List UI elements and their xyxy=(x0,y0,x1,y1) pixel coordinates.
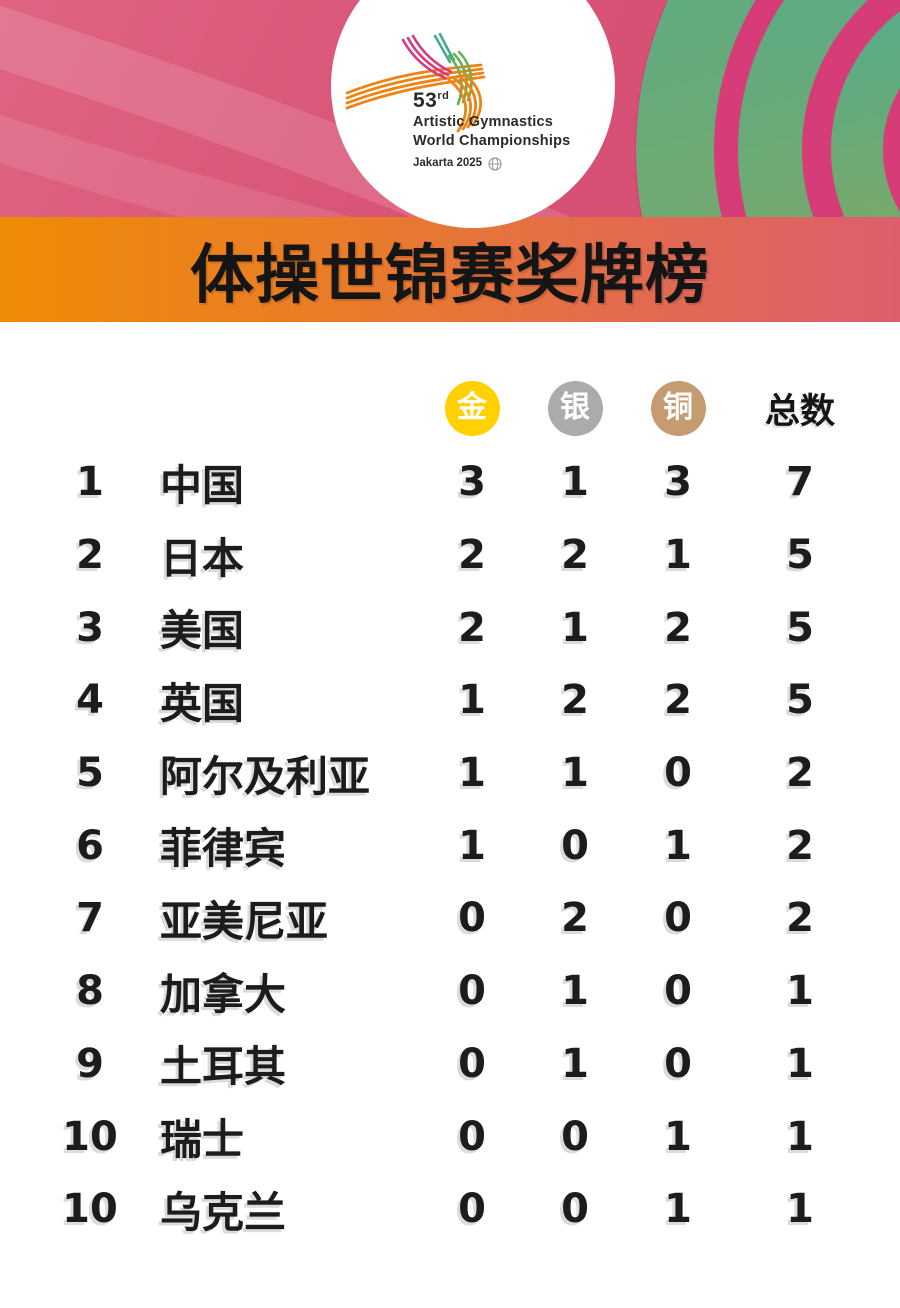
total-count-cell: 2 xyxy=(786,750,814,797)
logo-location: Jakarta 2025 xyxy=(413,157,570,171)
gold-count-cell: 0 xyxy=(458,1186,486,1233)
gold-count-cell: 0 xyxy=(458,895,486,942)
bronze-count-cell: 2 xyxy=(664,604,692,651)
total-count-cell: 1 xyxy=(786,1186,814,1233)
total-count-cell: 2 xyxy=(786,822,814,869)
total-count-cell: 5 xyxy=(786,604,814,651)
rank-cell: 5 xyxy=(76,750,104,797)
rank-cell: 6 xyxy=(76,822,104,869)
rank-cell: 10 xyxy=(62,1186,118,1233)
medal-rows: 1 中国 3 1 3 7 2 日本 2 2 1 5 3 美国 2 1 2 5 4… xyxy=(0,446,900,1246)
rank-cell: 10 xyxy=(62,1113,118,1160)
country-cell: 加拿大 xyxy=(160,969,287,1019)
table-row: 10 乌克兰 0 0 1 1 xyxy=(0,1173,900,1246)
gold-count-cell: 0 xyxy=(458,1040,486,1087)
medal-table: 金 银 铜 总数 1 中国 3 1 3 7 2 日本 2 2 1 xyxy=(0,370,900,1246)
bronze-count-cell: 1 xyxy=(664,1113,692,1160)
table-row: 2 日本 2 2 1 5 xyxy=(0,519,900,592)
globe-icon xyxy=(488,157,502,171)
country-cell: 乌克兰 xyxy=(160,1187,287,1237)
table-row: 3 美国 2 1 2 5 xyxy=(0,591,900,664)
table-row: 5 阿尔及利亚 1 1 0 2 xyxy=(0,737,900,810)
country-cell: 日本 xyxy=(160,533,245,583)
page-title: 体操世锦赛奖牌榜 xyxy=(190,238,710,313)
rank-cell: 9 xyxy=(76,1040,104,1087)
table-header-row: 金 银 铜 总数 xyxy=(0,370,900,446)
bronze-count-cell: 1 xyxy=(664,532,692,579)
rank-cell: 2 xyxy=(76,532,104,579)
bronze-count-cell: 0 xyxy=(664,750,692,797)
bronze-count-cell: 2 xyxy=(664,677,692,724)
silver-count-cell: 1 xyxy=(561,968,589,1015)
title-banner: 体操世锦赛奖牌榜 xyxy=(0,217,900,322)
total-count-cell: 1 xyxy=(786,1113,814,1160)
rank-cell: 8 xyxy=(76,968,104,1015)
total-count-cell: 7 xyxy=(786,459,814,506)
bronze-header: 铜 xyxy=(626,380,730,436)
bronze-count-cell: 1 xyxy=(664,1186,692,1233)
table-row: 4 英国 1 2 2 5 xyxy=(0,664,900,737)
silver-count-cell: 1 xyxy=(561,750,589,797)
rank-cell: 1 xyxy=(76,459,104,506)
rank-cell: 4 xyxy=(76,677,104,724)
table-row: 8 加拿大 0 1 0 1 xyxy=(0,955,900,1028)
silver-count-cell: 0 xyxy=(561,1113,589,1160)
gold-count-cell: 1 xyxy=(458,677,486,724)
rank-cell: 3 xyxy=(76,604,104,651)
table-row: 7 亚美尼亚 0 2 0 2 xyxy=(0,882,900,955)
silver-count-cell: 1 xyxy=(561,604,589,651)
gold-count-cell: 0 xyxy=(458,1113,486,1160)
silver-count-cell: 2 xyxy=(561,895,589,942)
table-row: 1 中国 3 1 3 7 xyxy=(0,446,900,519)
table-row: 9 土耳其 0 1 0 1 xyxy=(0,1028,900,1101)
gold-header: 金 xyxy=(420,380,524,436)
gold-medal-icon: 金 xyxy=(444,380,500,436)
bronze-count-cell: 3 xyxy=(664,459,692,506)
rank-cell: 7 xyxy=(76,895,104,942)
logo-title-line2: World Championships xyxy=(413,132,571,149)
logo-ribbon-icon xyxy=(345,32,486,133)
event-logo-circle: 53rd Artistic Gymnastics World Champions… xyxy=(331,0,615,228)
country-cell: 菲律宾 xyxy=(160,824,287,874)
country-cell: 亚美尼亚 xyxy=(160,896,329,946)
silver-medal-icon: 银 xyxy=(547,380,603,436)
country-cell: 瑞士 xyxy=(160,1115,245,1165)
bronze-count-cell: 0 xyxy=(664,895,692,942)
gold-count-cell: 1 xyxy=(458,750,486,797)
gold-count-cell: 1 xyxy=(458,822,486,869)
gold-count-cell: 0 xyxy=(458,968,486,1015)
country-cell: 中国 xyxy=(160,460,245,510)
total-count-cell: 1 xyxy=(786,968,814,1015)
bronze-count-cell: 0 xyxy=(664,968,692,1015)
bronze-medal-icon: 铜 xyxy=(650,380,706,436)
country-cell: 阿尔及利亚 xyxy=(160,751,371,801)
silver-count-cell: 2 xyxy=(561,677,589,724)
silver-count-cell: 0 xyxy=(561,822,589,869)
silver-count-cell: 1 xyxy=(561,459,589,506)
total-header: 总数 xyxy=(764,391,835,432)
country-cell: 美国 xyxy=(160,606,245,656)
total-count-cell: 5 xyxy=(786,677,814,724)
gold-count-cell: 2 xyxy=(458,604,486,651)
silver-count-cell: 0 xyxy=(561,1186,589,1233)
table-row: 6 菲律宾 1 0 1 2 xyxy=(0,809,900,882)
bronze-count-cell: 0 xyxy=(664,1040,692,1087)
bronze-count-cell: 1 xyxy=(664,822,692,869)
total-count-cell: 5 xyxy=(786,532,814,579)
silver-count-cell: 1 xyxy=(561,1040,589,1087)
gold-count-cell: 2 xyxy=(458,532,486,579)
total-count-cell: 2 xyxy=(786,895,814,942)
table-row: 10 瑞士 0 0 1 1 xyxy=(0,1100,900,1173)
silver-header: 银 xyxy=(524,380,626,436)
logo-title-line1: Artistic Gymnastics xyxy=(413,114,553,130)
country-cell: 英国 xyxy=(160,678,245,728)
gold-count-cell: 3 xyxy=(458,459,486,506)
logo-text-block: 53rd Artistic Gymnastics World Champions… xyxy=(413,90,570,171)
total-count-cell: 1 xyxy=(786,1040,814,1087)
silver-count-cell: 2 xyxy=(561,532,589,579)
logo-edition: 53rd xyxy=(413,89,450,112)
country-cell: 土耳其 xyxy=(160,1042,287,1092)
